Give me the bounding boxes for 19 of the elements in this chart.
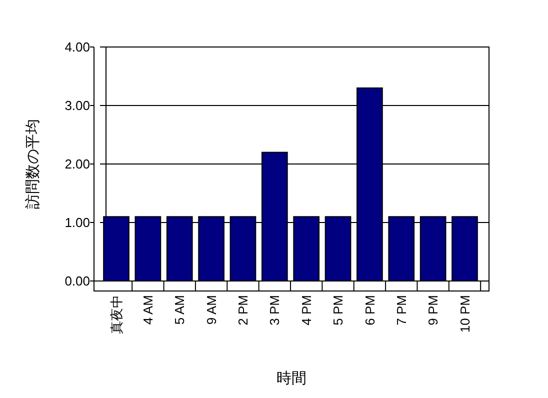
x-tick-label: 2 PM xyxy=(236,295,251,326)
x-tick-label: 4 AM xyxy=(140,295,156,325)
x-tick-label: 10 PM xyxy=(457,295,472,333)
x-tick-label: 3 PM xyxy=(267,295,282,326)
x-tick-label: 7 PM xyxy=(394,295,409,326)
x-tick-label: 6 PM xyxy=(362,295,378,326)
x-tick-label: 5 AM xyxy=(172,295,188,325)
x-tick-label: 5 PM xyxy=(330,295,346,326)
y-tick-label: 3.00 xyxy=(64,98,90,114)
y-axis-title: 訪問数の平均 xyxy=(24,119,42,209)
x-tick-label: 9 AM xyxy=(204,295,219,325)
x-tick-label: 4 PM xyxy=(298,295,314,326)
y-tick-label: 2.00 xyxy=(64,156,90,172)
x-axis-title: 時間 xyxy=(276,370,306,387)
y-tick-label: 4.00 xyxy=(64,40,90,55)
x-tick-label: 9 PM xyxy=(426,295,441,326)
y-tick-label: 0.00 xyxy=(64,274,90,289)
y-tick-label: 1.00 xyxy=(64,215,90,230)
x-tick-label: 真夜中 xyxy=(108,295,124,334)
